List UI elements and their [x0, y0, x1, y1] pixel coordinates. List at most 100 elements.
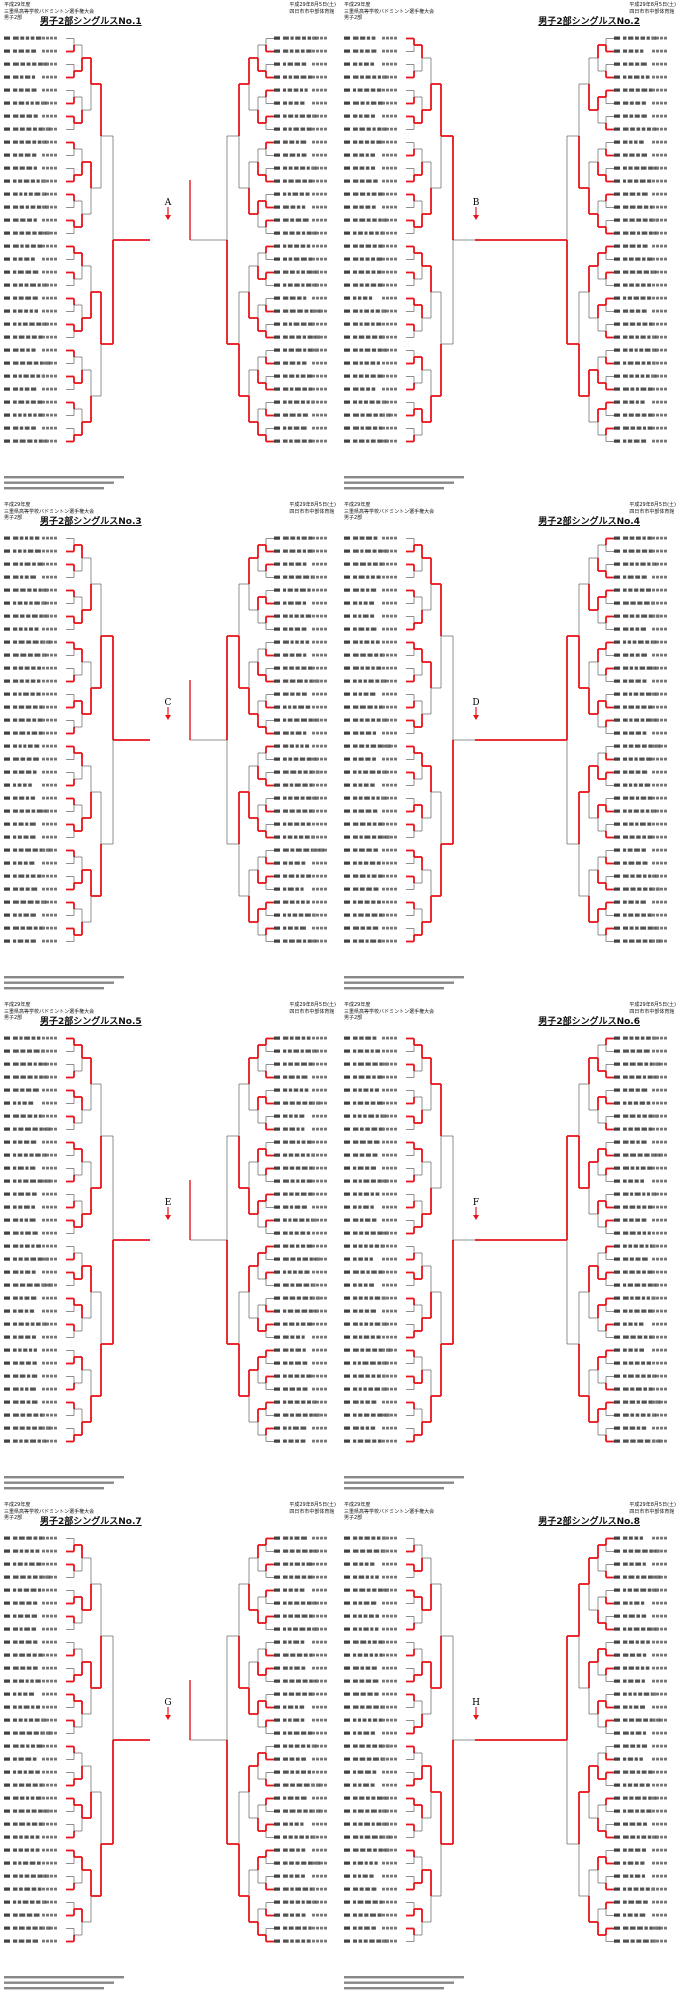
entry-name-glyph — [20, 218, 26, 222]
entry-school-glyph — [316, 640, 319, 644]
entry-school-glyph — [386, 705, 389, 709]
entry-school-glyph — [54, 101, 57, 105]
entry-name-glyph — [635, 36, 639, 40]
entry-name-glyph — [301, 1140, 306, 1144]
entry-name-glyph — [353, 835, 358, 839]
entry-school-glyph — [382, 75, 385, 79]
entry-name-glyph — [623, 562, 629, 566]
entry-school-glyph — [54, 1179, 57, 1183]
entry-name-glyph — [353, 348, 358, 352]
entry-name-glyph — [640, 926, 647, 930]
entry-name-glyph — [353, 1387, 358, 1391]
entry-school-glyph — [652, 426, 655, 430]
entry-school-glyph — [390, 179, 393, 183]
entry-name-glyph — [648, 166, 654, 170]
bracket-sheet: 平成29年度 三重県高等学校バドミントン選手権大会 男子2部 平成29年8月5日(土)… — [0, 1000, 340, 1500]
entry-name-glyph — [623, 939, 628, 943]
entry-school-glyph — [320, 1036, 323, 1040]
entry-school-glyph — [652, 101, 655, 105]
entry-name-glyph — [359, 49, 364, 53]
entry-name-glyph — [37, 1257, 44, 1261]
entry-name-glyph — [283, 1153, 288, 1157]
entry-school-glyph — [320, 588, 323, 592]
entry-name-glyph — [283, 270, 289, 274]
entry-name-glyph — [358, 335, 365, 339]
entry-name-glyph — [283, 335, 288, 339]
entry-school-glyph — [382, 1179, 385, 1183]
entry-school-glyph — [394, 939, 397, 943]
entry-name-glyph — [365, 549, 371, 553]
entry-name-glyph — [31, 348, 36, 352]
entry-name-glyph — [623, 257, 628, 261]
entry-number — [4, 1244, 10, 1248]
entry-school-glyph — [320, 1413, 323, 1417]
entry-school-glyph — [312, 101, 315, 105]
entry-school-glyph — [394, 588, 397, 592]
entry-name-glyph — [25, 36, 30, 40]
entry-name-glyph — [376, 770, 381, 774]
entry-name-glyph — [295, 1348, 302, 1352]
entry-name-glyph — [646, 588, 651, 592]
header-school-year: 平成29年度 — [4, 1002, 31, 1008]
entry-school-glyph — [42, 1075, 45, 1079]
entry-name-glyph — [623, 679, 628, 683]
entry-number — [274, 1283, 280, 1287]
entry-name-glyph — [36, 809, 43, 813]
entry-name-glyph — [371, 348, 377, 352]
entry-name-glyph — [358, 1075, 365, 1079]
entry-name-glyph — [635, 361, 640, 365]
entry-name-glyph — [369, 1296, 374, 1300]
entry-school-glyph — [46, 757, 49, 761]
entry-name-glyph — [308, 1062, 314, 1066]
entry-name-glyph — [627, 296, 632, 300]
header-left-block: 平成29年度 三重県高等学校バドミントン選手権大会 男子2部 — [4, 1002, 94, 1022]
entry-number — [4, 1426, 10, 1430]
entry-school-glyph — [50, 1257, 53, 1261]
entry-school-glyph — [386, 679, 389, 683]
entry-name-glyph — [634, 114, 640, 118]
entry-name-glyph — [376, 666, 382, 670]
entry-school-glyph — [390, 1296, 393, 1300]
entry-school-glyph — [316, 257, 319, 261]
entry-school-glyph — [42, 744, 45, 748]
entry-school-glyph — [42, 1335, 45, 1339]
entry-school-glyph — [324, 101, 327, 105]
entry-school-glyph — [50, 140, 53, 144]
entry-name-glyph — [634, 140, 638, 144]
entry-name-glyph — [13, 666, 18, 670]
entry-name-glyph — [31, 426, 36, 430]
entry-school-glyph — [390, 1127, 393, 1131]
entry-school-glyph — [312, 166, 315, 170]
entry-school-glyph — [46, 88, 49, 92]
entry-name-glyph — [283, 1231, 288, 1235]
note-text-line — [4, 976, 124, 979]
entry-school-glyph — [46, 1075, 49, 1079]
entry-school-glyph — [656, 627, 659, 631]
entry-school-glyph — [312, 1036, 315, 1040]
entry-school-glyph — [386, 575, 389, 579]
entry-name-glyph — [23, 835, 29, 839]
entry-name-glyph — [13, 114, 19, 118]
entry-school-glyph — [312, 861, 315, 865]
entry-school-glyph — [46, 400, 49, 404]
entry-name-glyph — [357, 296, 362, 300]
entry-name-glyph — [648, 705, 653, 709]
entry-name-glyph — [353, 913, 357, 917]
entry-number — [614, 140, 620, 144]
entry-name-glyph — [296, 692, 301, 696]
entry-number — [274, 874, 280, 878]
entry-school-glyph — [316, 1062, 319, 1066]
bracket-right — [566, 1036, 667, 1443]
entry-school-glyph — [54, 1166, 57, 1170]
entry-school-glyph — [656, 575, 659, 579]
entry-name-glyph — [372, 1218, 377, 1222]
entry-school-glyph — [320, 809, 323, 813]
entry-name-glyph — [302, 179, 307, 183]
entry-school-glyph — [50, 439, 53, 443]
entry-name-glyph — [296, 361, 301, 365]
entry-school-glyph — [50, 627, 53, 631]
entry-school-glyph — [320, 1387, 323, 1391]
entry-name-glyph — [306, 1231, 311, 1235]
header-category: 男子2部 — [344, 515, 363, 521]
entry-name-glyph — [23, 549, 27, 553]
